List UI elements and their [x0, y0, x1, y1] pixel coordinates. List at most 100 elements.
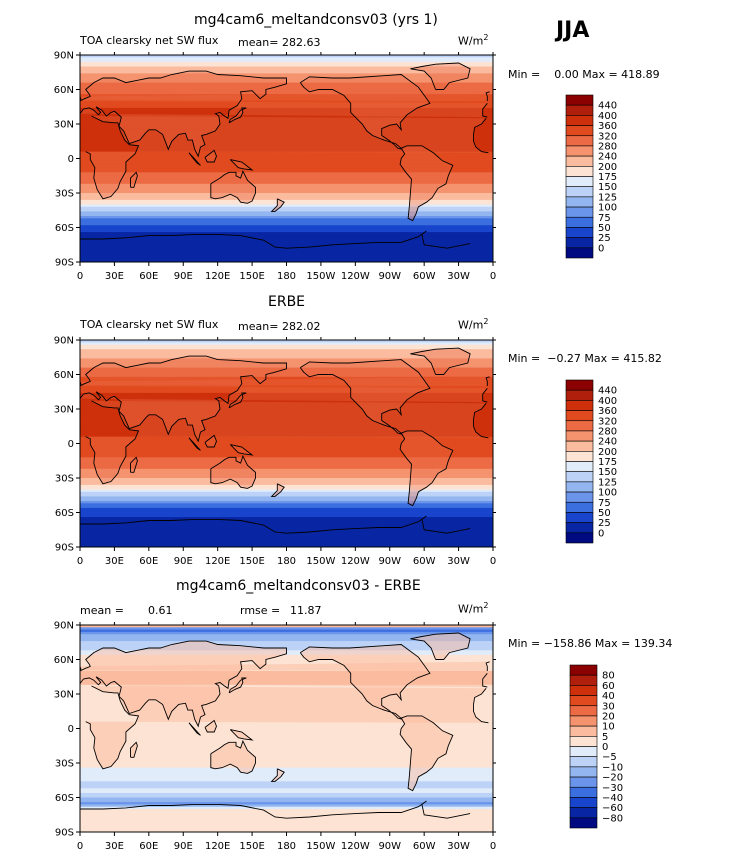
panel-3-lat-band: [80, 735, 493, 739]
panel-1-lat-band: [80, 243, 493, 247]
panel-3-lat-band: [80, 625, 493, 628]
panel-1-coastline: [485, 91, 490, 101]
panel-2-land-shade: [205, 435, 217, 447]
panel-2-lat-band: [80, 386, 493, 389]
panel-1-lat-band: [80, 172, 493, 176]
panel-1-title: mg4cam6_meltandconsv03 (yrs 1): [194, 12, 438, 28]
panel-1-ytick-label: 30N: [54, 120, 74, 131]
panel-1-lat-band: [80, 68, 493, 72]
panel-1-lat-band: [80, 202, 493, 206]
panel-2-lat-band: [80, 498, 493, 502]
panel-3-lat-band: [80, 744, 493, 748]
panel-2-xtick-label: 120E: [205, 556, 230, 567]
panel-2-lat-band: [80, 397, 493, 401]
panel-1-lat-band: [80, 229, 493, 233]
panel-1-lat-band: [80, 255, 493, 258]
panel-1-colorbar-label: 100: [598, 203, 617, 214]
panel-2-lat-band: [80, 374, 493, 378]
panel-1-coastline: [80, 233, 287, 249]
panel-2-lat-band: [80, 425, 493, 428]
panel-2-xtick-label: 150W: [306, 556, 335, 567]
panel-3-lat-band: [80, 629, 493, 633]
panel-3-lat-band: [80, 758, 493, 762]
panel-2-lat-band: [80, 507, 493, 511]
panel-2-lat-band: [80, 418, 493, 422]
panel-3-xtick-label: 90E: [174, 841, 193, 852]
panel-2-map: 0 30E 60E 90E 120E 150E 180 150W 120W 90W 60W 30W 09…: [54, 336, 496, 568]
season-label: JJA: [556, 18, 590, 43]
panel-1-lat-band: [80, 190, 493, 194]
panel-2-xtick-label: 0: [490, 556, 496, 567]
panel-1-lat-band: [80, 73, 493, 77]
panel-1-land-shade: [229, 107, 247, 123]
panel-3-colorbar-label: 40: [602, 691, 615, 702]
panel-3-coastline: [188, 722, 201, 736]
panel-3-lat-band: [80, 638, 493, 642]
panel-1-lat-band: [80, 75, 493, 79]
panel-1-mean-label: mean=: [238, 36, 279, 49]
panel-2-lat-band: [80, 530, 493, 534]
panel-3-lat-band: [80, 813, 493, 817]
panel-3-lat-band: [80, 811, 493, 815]
panel-1-lat-band: [80, 94, 493, 97]
panel-3-lat-band: [80, 657, 493, 661]
panel-3-lat-band: [80, 818, 493, 822]
panel-3-xtick-label: 90W: [378, 841, 401, 852]
panel-2-lat-band: [80, 478, 493, 481]
panel-3-xtick-label: 150E: [239, 841, 264, 852]
panel-1-lat-band: [80, 124, 493, 127]
panel-3-ytick-label: 90S: [55, 828, 74, 839]
panel-1-lat-band: [80, 239, 493, 242]
panel-3-lat-band: [80, 760, 493, 764]
panel-2-coastline: [485, 376, 490, 386]
panel-3-lat-band: [80, 825, 493, 828]
panel-2-lat-band: [80, 540, 493, 543]
panel-3-colorbar-box: [569, 797, 598, 808]
panel-3-lat-band: [80, 643, 493, 647]
panel-2-coastline: [410, 347, 471, 375]
panel-1-lat-band: [80, 137, 493, 141]
panel-2-lat-band: [80, 491, 493, 495]
panel-2-coastline: [188, 437, 201, 451]
panel-2-colorbar-label: 0: [598, 528, 604, 539]
panel-2-lat-band: [80, 475, 493, 479]
panel-2-colorbar-box: [565, 512, 594, 523]
panel-1-coastline: [229, 159, 254, 171]
panel-2-colorbar-box: [565, 451, 594, 462]
panel-2-coastline: [80, 518, 287, 534]
panel-1-lat-band: [80, 167, 493, 171]
panel-3-lat-band: [80, 802, 493, 805]
panel-3-rmse-label: rmse =: [240, 604, 281, 617]
panel-1-colorbar-label: 25: [598, 233, 611, 244]
panel-3-colorbar-label: 30: [602, 701, 615, 712]
panel-3-coastline: [85, 685, 140, 770]
panel-1-colorbar-box: [565, 196, 594, 208]
panel-2-colorbar-box: [565, 430, 594, 442]
panel-3-lat-band: [80, 783, 493, 787]
panel-2-lat-band: [80, 505, 493, 509]
panel-3-lat-band: [80, 721, 493, 725]
panel-1-lat-band: [80, 195, 493, 199]
panel-2-mean-value: 282.02: [282, 320, 321, 333]
panel-2-lat-band: [80, 496, 493, 500]
panel-3-land-shade: [80, 661, 490, 671]
panel-3-lat-band: [80, 749, 493, 753]
panel-1-colorbar-box: [565, 135, 594, 147]
panel-3-mean-label: mean =: [80, 604, 124, 617]
panel-2-lat-band: [80, 533, 493, 537]
panel-2-lat-band: [80, 413, 493, 417]
panel-2-ytick-label: 30N: [54, 405, 74, 416]
panel-2-colorbar-label: 150: [598, 467, 617, 478]
panel-1-lat-band: [80, 98, 493, 102]
panel-3-colorbar-box: [569, 664, 598, 676]
panel-2-colorbar-box: [565, 471, 594, 483]
panel-1-ytick-label: 90S: [55, 258, 74, 269]
panel-1-lat-band: [80, 222, 493, 226]
panel-2-lat-band: [80, 519, 493, 523]
panel-3-lat-band: [80, 765, 493, 769]
panel-2-lat-band: [80, 468, 493, 472]
panel-1-colorbar-label: 320: [598, 131, 617, 142]
panel-2-lat-band: [80, 349, 493, 353]
panel-2-lat-band: [80, 411, 493, 415]
